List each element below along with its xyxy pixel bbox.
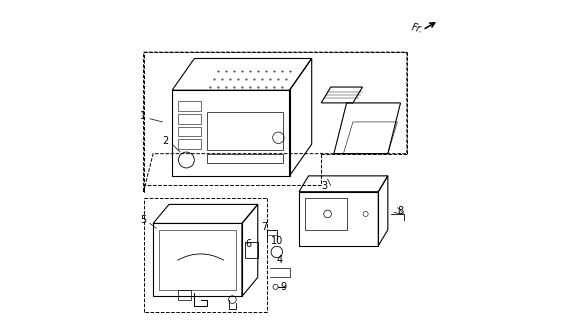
Text: 9: 9 <box>280 282 286 292</box>
Text: 6: 6 <box>245 239 251 249</box>
Text: 5: 5 <box>140 215 146 226</box>
Text: 2: 2 <box>163 136 169 146</box>
Text: 8: 8 <box>397 206 404 216</box>
Text: 10: 10 <box>270 236 283 246</box>
Text: 1: 1 <box>140 111 146 121</box>
Text: 4: 4 <box>277 255 283 265</box>
Text: 3: 3 <box>321 180 327 190</box>
Text: Fr.: Fr. <box>410 22 424 35</box>
Text: 7: 7 <box>261 222 267 232</box>
